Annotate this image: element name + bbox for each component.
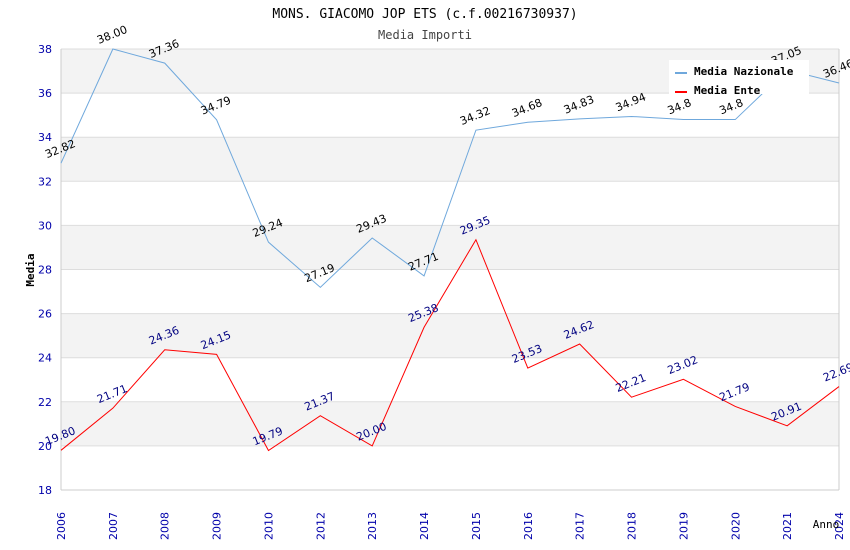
x-tick-label: 2024 (833, 512, 846, 540)
grid-band (61, 225, 839, 270)
x-tick-label: 2015 (470, 512, 483, 540)
y-tick-label: 34 (38, 131, 52, 144)
x-tick-label: 2018 (626, 512, 639, 540)
x-tick-label: 2008 (159, 512, 172, 540)
x-tick-label: 2007 (107, 512, 120, 540)
y-axis-label: Media (24, 253, 37, 286)
grid-band (61, 269, 839, 314)
x-tick-label: 2006 (55, 512, 68, 540)
y-tick-label: 26 (38, 308, 52, 321)
legend-entry: Media Ente (694, 84, 761, 97)
y-tick-labels: 18 20 22 24 26 28 30 32 34 36 38 (38, 43, 52, 497)
x-tick-label: 2020 (729, 512, 742, 540)
x-tick-label: 2019 (677, 512, 690, 540)
y-tick-label: 18 (38, 484, 52, 497)
series-line-media-ente (60, 238, 840, 452)
grid-band (61, 137, 839, 182)
series-line-media-nazionale (60, 48, 840, 289)
x-tick-label: 2010 (262, 512, 275, 540)
legend-entry: Media Nazionale (694, 65, 794, 78)
grid-band (61, 93, 839, 138)
series-lines (60, 48, 840, 452)
x-tick-labels: 2006 2007 2008 2009 2010 2012 2013 2014 2015 2016… (55, 512, 846, 540)
y-tick-label: 24 (38, 352, 52, 365)
x-tick-label: 2013 (366, 512, 379, 540)
y-tick-label: 32 (38, 175, 52, 188)
y-tick-label: 20 (38, 440, 52, 453)
x-tick-label: 2021 (781, 512, 794, 540)
grid-bands (61, 49, 839, 490)
grid-band (61, 313, 839, 358)
grid-band (61, 357, 839, 402)
x-tick-label: 2017 (574, 512, 587, 540)
y-tick-label: 38 (38, 43, 52, 56)
axes (60, 49, 840, 491)
legend-box (669, 60, 809, 94)
chart-subtitle: Media Importi (378, 28, 472, 42)
x-tick-label: 2012 (314, 512, 327, 540)
x-tick-label: 2009 (211, 512, 224, 540)
legend: Media Nazionale Media Ente (669, 60, 809, 97)
x-tick-label: 2016 (522, 512, 535, 540)
y-tick-label: 28 (38, 264, 52, 277)
y-tick-label: 36 (38, 87, 52, 100)
data-label: 38.00 (95, 23, 129, 47)
x-tick-label: 2014 (418, 512, 431, 540)
x-axis-label: Anno (813, 518, 840, 531)
chart-title: MONS. GIACOMO JOP ETS (c.f.00216730937) (272, 7, 577, 22)
y-tick-label: 30 (38, 219, 52, 232)
grid-band (61, 401, 839, 446)
y-tick-label: 22 (38, 396, 52, 409)
grid-band (61, 445, 839, 490)
